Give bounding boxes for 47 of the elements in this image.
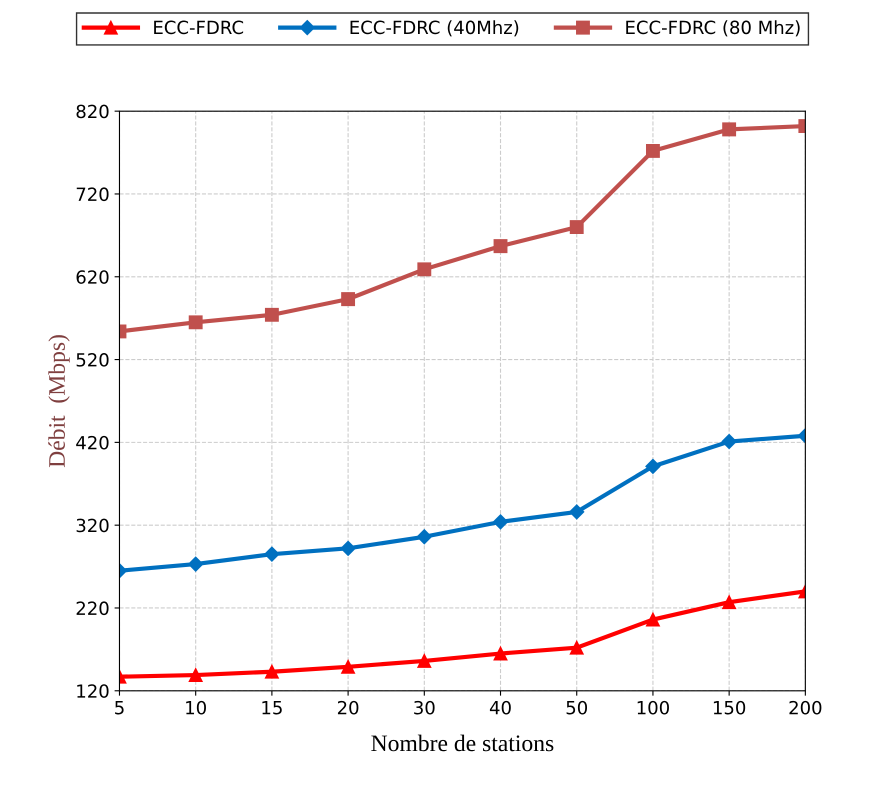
legend-label: ECC-FDRC (40Mhz) [350,20,518,36]
point [264,308,279,322]
point [417,262,432,276]
point [494,646,508,660]
x-tick-label: 150 [714,700,746,714]
legend-label: ECC-FDRC (80 Mhz) [626,20,800,36]
y-tick-label: 620 [76,270,109,284]
y-tick-label: 820 [76,104,109,118]
x-tick-label: 15 [262,701,282,714]
point [570,220,584,234]
y-tick-label: 420 [76,436,109,450]
point [722,122,736,136]
y-tick-label: 720 [76,187,109,202]
x-tick-label: 5 [115,701,124,714]
point [569,504,584,520]
point [264,664,279,679]
x-tick-label: 50 [566,700,588,714]
legend-label: ECC-FDRC [154,20,244,34]
point [570,640,584,655]
x-tick-label: 40 [490,700,511,714]
x-axis-title: Nombre de stations [371,734,554,752]
point [188,556,204,572]
point [264,546,280,562]
x-tick-label: 200 [789,700,822,714]
x-tick-label: 10 [186,700,206,714]
point [646,612,660,627]
point [722,434,737,450]
y-axis-title: Débit (Mbps) [48,335,70,468]
point [417,654,432,668]
point [340,540,356,556]
point [416,529,432,544]
point [188,315,203,330]
y-tick-label: 120 [77,684,109,698]
x-tick-label: 30 [414,700,435,714]
point [494,239,508,254]
y-tick-label: 320 [76,518,109,532]
point [188,668,203,682]
point [341,660,356,674]
point [722,595,736,610]
point [492,514,508,530]
y-tick-label: 520 [76,353,109,367]
x-tick-label: 20 [338,700,358,714]
point [341,292,356,306]
point [646,144,660,158]
point [645,458,661,474]
y-tick-label: 220 [76,601,109,616]
x-tick-label: 100 [638,700,669,714]
